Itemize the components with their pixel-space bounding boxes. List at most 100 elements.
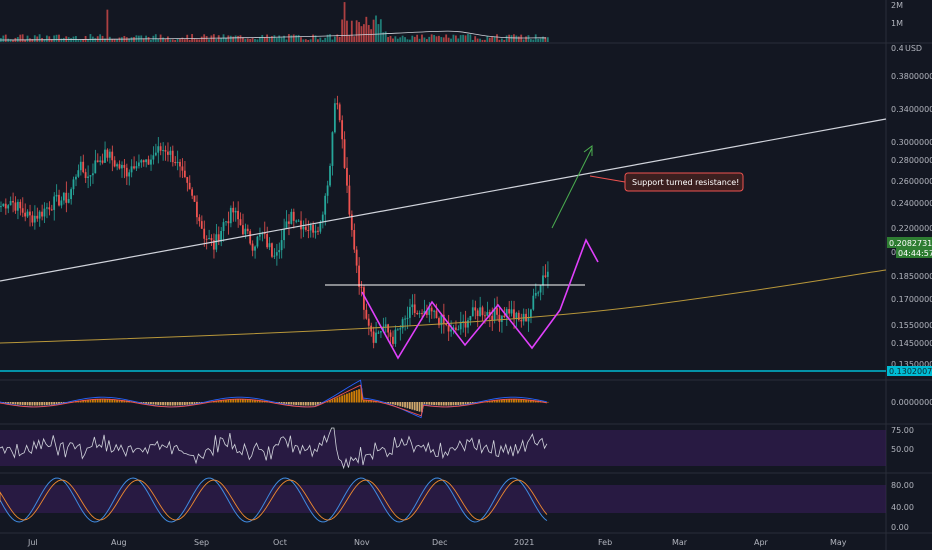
- volume-bar: [474, 36, 477, 42]
- candle-body: [360, 286, 363, 288]
- macd-histogram-bar: [440, 402, 443, 406]
- candle-body: [355, 249, 358, 266]
- time-tick-label: 2021: [514, 538, 534, 547]
- candle-body: [517, 312, 520, 320]
- volume-bar: [464, 35, 467, 42]
- candle-body: [527, 317, 530, 322]
- price-tick-label: 0.13500000: [891, 360, 932, 369]
- volume-bar: [517, 36, 520, 42]
- candle-body: [9, 201, 12, 206]
- volume-bar: [229, 35, 232, 42]
- candle-body: [254, 246, 256, 251]
- volume-bar: [367, 25, 370, 42]
- candle-body: [55, 194, 58, 197]
- macd-histogram-bar: [186, 402, 189, 405]
- trendline-resistance[interactable]: [0, 118, 887, 282]
- volume-bar: [246, 38, 249, 42]
- candle-body: [150, 159, 152, 165]
- volume-bar: [314, 35, 317, 42]
- macd-histogram-bar: [442, 402, 445, 406]
- candle-body: [505, 309, 508, 318]
- candle-body: [45, 207, 48, 209]
- volume-bar: [384, 31, 387, 42]
- volume-bar: [329, 34, 331, 42]
- candle-body: [193, 195, 196, 202]
- candle-body: [21, 208, 24, 213]
- volume-bar: [300, 37, 302, 42]
- volume-bar: [121, 37, 123, 42]
- volume-bar: [249, 38, 252, 42]
- candle-body: [188, 182, 191, 190]
- candle-body: [503, 315, 506, 318]
- volume-bar: [4, 34, 7, 42]
- volume-bar: [77, 39, 80, 42]
- macd-histogram-bar: [222, 399, 225, 403]
- candle-body: [331, 132, 334, 166]
- macd-histogram-bar: [21, 402, 24, 406]
- macd-histogram-bar: [220, 400, 223, 403]
- volume-bar: [166, 36, 169, 42]
- macd-histogram-bar: [418, 402, 421, 412]
- time-tick-label: Feb: [598, 538, 612, 547]
- volume-bar: [430, 34, 433, 42]
- macd-histogram-bar: [174, 402, 177, 406]
- candle-body: [287, 221, 290, 224]
- macd-histogram-bar: [513, 399, 515, 403]
- volume-bar: [394, 36, 397, 42]
- candle-body: [29, 211, 31, 216]
- stoch-tick-0: 0.00: [891, 523, 909, 532]
- volume-bar: [346, 20, 348, 42]
- macd-histogram-bar: [285, 402, 288, 405]
- candle-body: [544, 275, 547, 277]
- macd-histogram-bar: [428, 402, 431, 405]
- volume-bar: [55, 34, 58, 42]
- candle-body: [358, 265, 360, 287]
- candle-body: [200, 221, 203, 229]
- volume-bar: [542, 36, 544, 42]
- volume-bar: [125, 37, 128, 42]
- rsi-line: [0, 427, 548, 470]
- macd-histogram-bar: [307, 402, 310, 406]
- candle-body: [539, 285, 542, 293]
- candle-body: [312, 225, 314, 233]
- volume-bar: [428, 36, 431, 42]
- macd-histogram-bar: [309, 402, 312, 406]
- volume-bar: [348, 34, 351, 42]
- macd-histogram-bar: [258, 400, 261, 403]
- volume-bar: [94, 38, 97, 42]
- candle-body: [101, 160, 104, 163]
- candle-body: [384, 324, 387, 327]
- macd-histogram-bar: [19, 402, 22, 405]
- pattern-path[interactable]: [361, 238, 599, 360]
- volume-bar: [454, 35, 457, 42]
- macd-histogram-bar: [462, 402, 465, 405]
- volume-bar: [181, 37, 184, 42]
- time-tick-label: Apr: [754, 538, 769, 547]
- volume-bar: [287, 34, 290, 42]
- candle-body: [72, 179, 75, 190]
- volume-bar: [418, 38, 421, 42]
- macd-histogram-bar: [79, 400, 82, 403]
- candle-body: [433, 310, 435, 312]
- macd-histogram-bar: [33, 402, 36, 406]
- macd-histogram-bar: [471, 402, 474, 404]
- candle-body: [162, 150, 164, 152]
- volume-bar: [312, 34, 314, 42]
- candle-body: [191, 189, 193, 196]
- annotation-callout[interactable]: [624, 172, 744, 192]
- candle-body: [89, 175, 92, 177]
- volume-bar: [150, 39, 152, 42]
- macd-histogram-bar: [193, 402, 196, 405]
- volume-bar: [268, 37, 271, 42]
- candle-body: [24, 212, 26, 217]
- candle-body: [370, 325, 373, 332]
- macd-histogram-bar: [491, 400, 494, 403]
- macd-histogram-bar: [104, 399, 106, 403]
- volume-bar: [70, 38, 72, 42]
- macd-histogram-bar: [314, 402, 317, 406]
- candle-body: [406, 317, 409, 319]
- projection-arrow[interactable]: [551, 147, 593, 229]
- candle-body: [196, 201, 198, 218]
